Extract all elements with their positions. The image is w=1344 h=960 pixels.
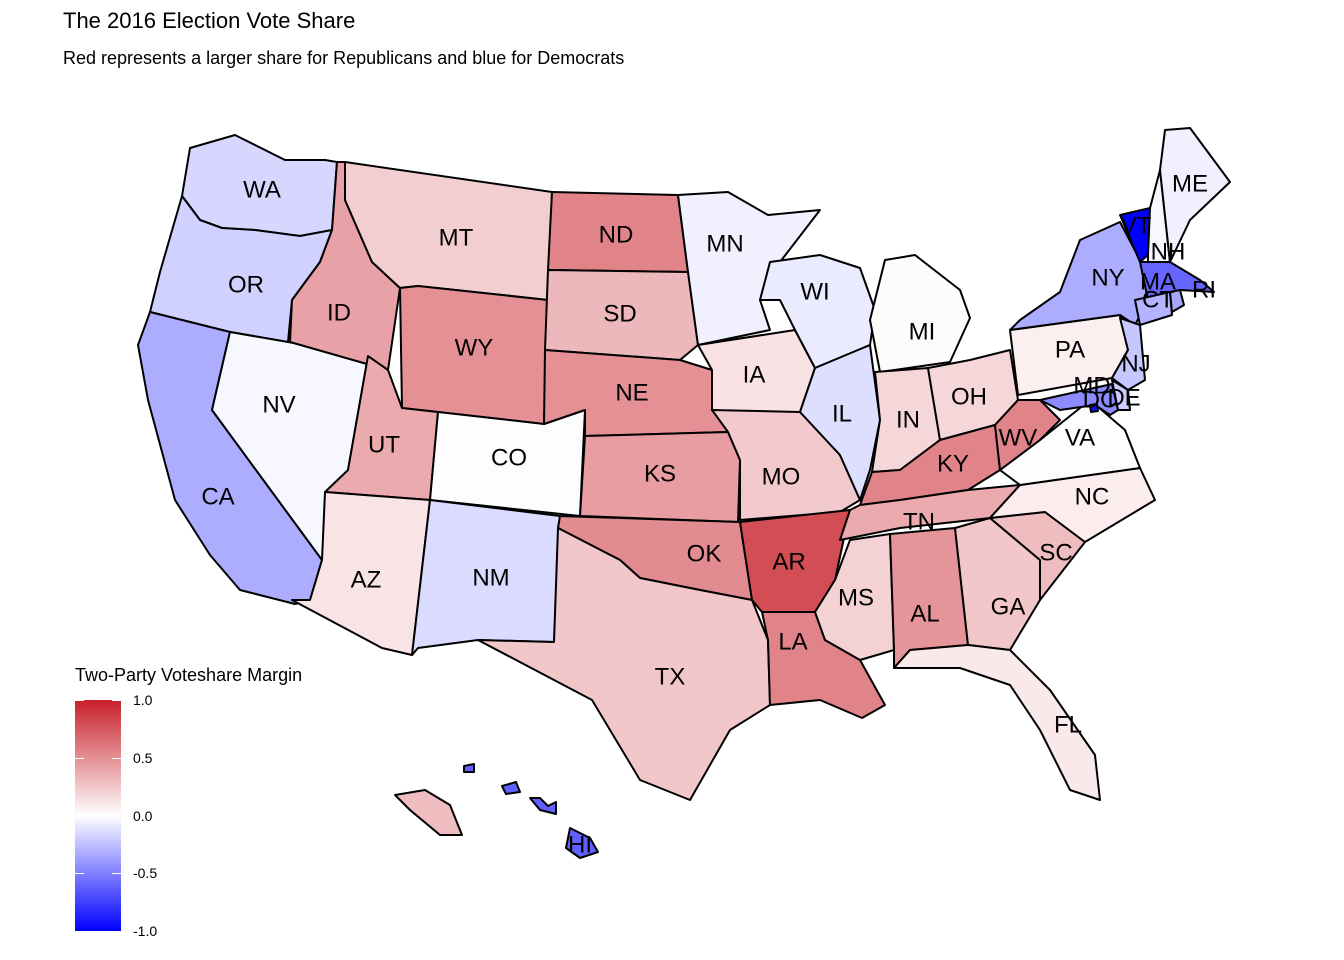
state-label-MD: MD: [1073, 373, 1110, 400]
state-label-MO: MO: [762, 464, 801, 491]
state-HI[interactable]: [529, 797, 557, 815]
state-label-WY: WY: [455, 335, 494, 362]
state-label-TN: TN: [903, 509, 935, 536]
state-label-CO: CO: [491, 445, 527, 472]
state-label-SC: SC: [1039, 540, 1072, 567]
state-label-ND: ND: [599, 222, 634, 249]
state-label-NC: NC: [1075, 484, 1110, 511]
state-label-TX: TX: [655, 664, 686, 691]
state-label-OK: OK: [687, 541, 722, 568]
state-label-LA: LA: [778, 629, 807, 656]
legend-tick-mark: [112, 815, 121, 817]
state-label-ME: ME: [1172, 171, 1208, 198]
state-label-IA: IA: [743, 362, 766, 389]
state-label-IL: IL: [832, 401, 852, 428]
legend-tick-label: 1.0: [133, 692, 153, 708]
state-SD[interactable]: [544, 269, 699, 361]
legend-tick-mark: [112, 931, 121, 932]
state-WV[interactable]: [994, 399, 1061, 471]
state-label-AL: AL: [910, 601, 939, 628]
state-label-SD: SD: [603, 301, 636, 328]
state-label-IN: IN: [896, 407, 920, 434]
legend-tick-mark: [75, 815, 84, 817]
state-label-MT: MT: [439, 225, 474, 252]
state-label-NV: NV: [262, 392, 295, 419]
state-label-MN: MN: [706, 231, 743, 258]
state-HI[interactable]: [463, 763, 475, 773]
state-label-AR: AR: [772, 549, 805, 576]
state-MI[interactable]: [869, 254, 971, 373]
state-label-MS: MS: [838, 585, 874, 612]
state-DC[interactable]: [1089, 403, 1099, 413]
state-label-KS: KS: [644, 461, 676, 488]
state-label-MI: MI: [909, 319, 936, 346]
map-subtitle: Red represents a larger share for Republ…: [63, 48, 625, 68]
state-label-ID: ID: [327, 300, 351, 327]
map-title: The 2016 Election Vote Share: [63, 8, 356, 33]
state-label-NJ: NJ: [1121, 351, 1150, 378]
state-label-HI: HI: [568, 832, 592, 859]
legend-title: Two-Party Voteshare Margin: [75, 665, 303, 685]
state-AK[interactable]: [394, 789, 463, 836]
state-label-WV: WV: [999, 425, 1038, 452]
state-label-DE: DE: [1107, 385, 1140, 412]
state-label-UT: UT: [368, 432, 400, 459]
state-IL[interactable]: [799, 344, 881, 501]
legend-tick-mark: [75, 931, 84, 932]
state-label-VT: VT: [1121, 213, 1152, 240]
legend-tick-mark: [75, 700, 84, 701]
legend-tick-mark: [112, 757, 121, 759]
state-HI[interactable]: [501, 781, 521, 795]
legend-tick-mark: [112, 873, 121, 875]
state-label-OR: OR: [228, 272, 264, 299]
legend-tick-mark: [75, 873, 84, 875]
state-label-WA: WA: [243, 177, 281, 204]
state-label-WI: WI: [800, 279, 829, 306]
legend-tick-label: 0.5: [133, 749, 153, 766]
state-MD[interactable]: [1039, 383, 1119, 416]
state-label-MA: MA: [1140, 269, 1176, 296]
state-FL[interactable]: [893, 644, 1101, 801]
state-RI[interactable]: [1169, 289, 1185, 313]
state-CT[interactable]: [1134, 291, 1173, 326]
state-label-PA: PA: [1055, 337, 1085, 364]
state-label-NY: NY: [1091, 265, 1124, 292]
state-label-FL: FL: [1054, 712, 1082, 739]
legend-tick-mark: [75, 757, 84, 759]
state-label-CA: CA: [201, 484, 234, 511]
state-label-OH: OH: [951, 384, 987, 411]
state-label-AZ: AZ: [351, 567, 382, 594]
state-label-KY: KY: [937, 451, 969, 478]
state-label-NE: NE: [615, 380, 648, 407]
state-label-GA: GA: [991, 594, 1026, 621]
state-label-VA: VA: [1065, 425, 1095, 452]
state-label-NM: NM: [472, 565, 509, 592]
legend-tick-label: -0.5: [133, 865, 158, 882]
state-label-RI: RI: [1192, 277, 1216, 304]
state-label-DC: DC: [1083, 387, 1118, 414]
state-TX[interactable]: [477, 527, 771, 801]
legend-tick-label: -1.0: [133, 923, 158, 939]
state-HI-group: [463, 763, 599, 859]
state-label-CT: CT: [1142, 287, 1174, 314]
legend-tick-mark: [112, 700, 121, 701]
state-HI[interactable]: [565, 827, 599, 859]
legend-tick-label: 0.0: [133, 807, 153, 824]
state-label-NH: NH: [1151, 239, 1186, 266]
